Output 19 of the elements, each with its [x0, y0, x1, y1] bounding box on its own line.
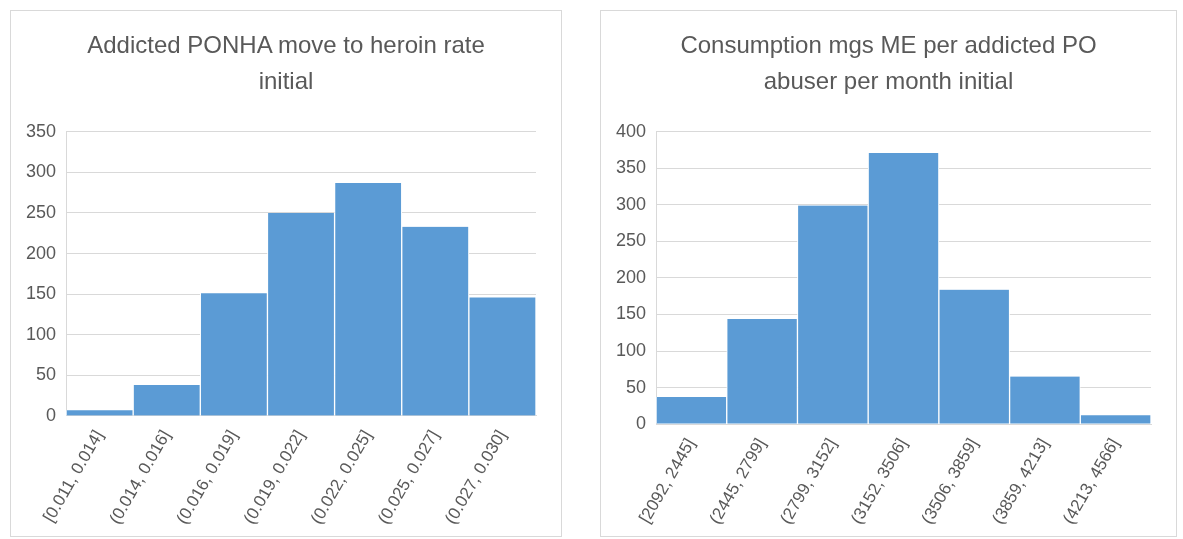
y-tick-label: 100: [25, 323, 57, 344]
y-tick-label: 50: [626, 376, 647, 397]
y-tick-label: 350: [615, 157, 647, 178]
y-tick-label: 300: [615, 193, 647, 214]
chart-title: Addicted PONHA move to heroin rate initial: [86, 30, 486, 96]
y-tick-label: 200: [615, 266, 647, 287]
y-tick-label: 100: [615, 340, 647, 361]
y-tick-label: 0: [636, 413, 647, 434]
y-tick-label: 350: [25, 120, 57, 141]
chart-title: Consumption mgs ME per addicted PO abuser per month initial: [679, 30, 1098, 96]
y-tick-label: 0: [46, 404, 57, 425]
y-tick-label: 150: [25, 283, 57, 304]
y-tick-label: 400: [615, 120, 647, 141]
y-tick-label: 200: [25, 242, 57, 263]
y-tick-label: 50: [36, 364, 57, 385]
y-tick-label: 150: [615, 303, 647, 324]
y-tick-label: 250: [615, 230, 647, 251]
y-tick-label: 250: [25, 201, 57, 222]
y-tick-label: 300: [25, 161, 57, 182]
